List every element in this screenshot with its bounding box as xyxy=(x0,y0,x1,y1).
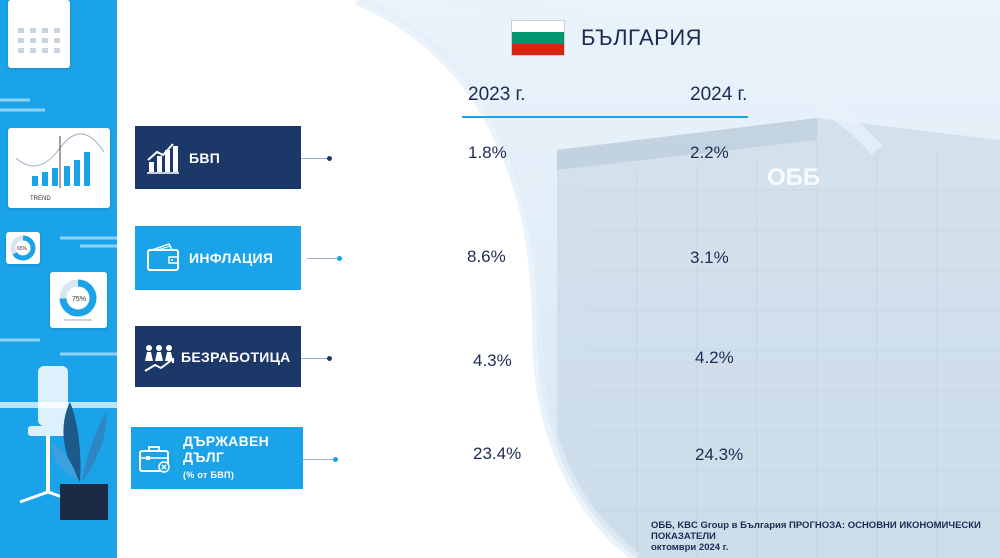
country-title: БЪЛГАРИЯ xyxy=(581,25,703,50)
indicator-unemployment-label: БЕЗРАБОТИЦА xyxy=(181,348,291,365)
unemployment-value-2023: 4.3% xyxy=(473,351,512,370)
calendar-illustration xyxy=(8,0,70,68)
svg-text:ОББ: ОББ xyxy=(767,164,820,191)
source-line-1: ОББ, KBC Group в България ПРОГНОЗА: ОСНО… xyxy=(651,520,981,542)
donut-illustration-large: 75% xyxy=(50,272,107,328)
country-header: БЪЛГАРИЯ xyxy=(511,20,702,56)
inflation-value-2023: 8.6% xyxy=(467,247,506,266)
indicator-gdp-label: БВП xyxy=(189,149,221,166)
wallet-icon xyxy=(147,243,179,271)
source-note: ОББ, KBC Group в България ПРОГНОЗА: ОСНО… xyxy=(651,520,981,553)
svg-text:TREND: TREND xyxy=(30,196,51,202)
indicator-gdp-connector xyxy=(301,156,332,161)
flag-stripe-red xyxy=(512,43,564,55)
decor-steps-2 xyxy=(60,236,117,248)
indicator-debt-box: ДЪРЖАВЕН ДЪЛГ (% от БВП) xyxy=(131,427,303,489)
indicator-gdp-box: БВП xyxy=(135,126,301,189)
indicator-debt-label: ДЪРЖАВЕН ДЪЛГ (% от БВП) xyxy=(183,433,303,483)
left-decor-panel: TREND 65% 75% xyxy=(0,0,117,558)
indicator-unemployment-box: БЕЗРАБОТИЦА xyxy=(135,326,301,387)
indicator-inflation-box: ИНФЛАЦИЯ xyxy=(135,226,301,290)
donut-illustration-small: 65% xyxy=(6,232,40,264)
svg-text:75%: 75% xyxy=(72,296,86,303)
gdp-value-2023: 1.8% xyxy=(468,143,507,162)
indicator-inflation-label: ИНФЛАЦИЯ xyxy=(189,250,274,266)
office-plant-illustration xyxy=(0,366,117,558)
indicator-inflation-connector xyxy=(307,256,342,261)
flag-stripe-green xyxy=(512,32,564,44)
gdp-value-2024: 2.2% xyxy=(690,143,729,162)
indicator-debt-connector xyxy=(303,457,338,462)
indicator-unemployment-connector xyxy=(301,356,332,361)
svg-text:65%: 65% xyxy=(17,246,28,252)
bulgaria-flag-icon xyxy=(511,20,565,56)
year-header-2023: 2023 г. xyxy=(468,84,526,105)
decor-steps xyxy=(0,98,45,112)
header-divider xyxy=(462,116,748,118)
debt-value-2023: 23.4% xyxy=(473,444,522,463)
trend-chart-illustration: TREND xyxy=(8,128,110,208)
flag-stripe-white xyxy=(512,21,564,33)
debt-value-2024: 24.3% xyxy=(695,445,744,464)
briefcase-icon xyxy=(139,446,170,473)
bar-chart-icon xyxy=(147,142,179,174)
people-icon xyxy=(144,344,174,372)
inflation-value-2024: 3.1% xyxy=(690,248,729,267)
source-line-2: октомври 2024 г. xyxy=(651,542,729,553)
year-header-2024: 2024 г. xyxy=(690,84,748,105)
decor-steps-3 xyxy=(0,338,117,356)
unemployment-value-2024: 4.2% xyxy=(695,348,734,367)
indicator-debt-sublabel: (% от БВП) xyxy=(183,470,235,480)
